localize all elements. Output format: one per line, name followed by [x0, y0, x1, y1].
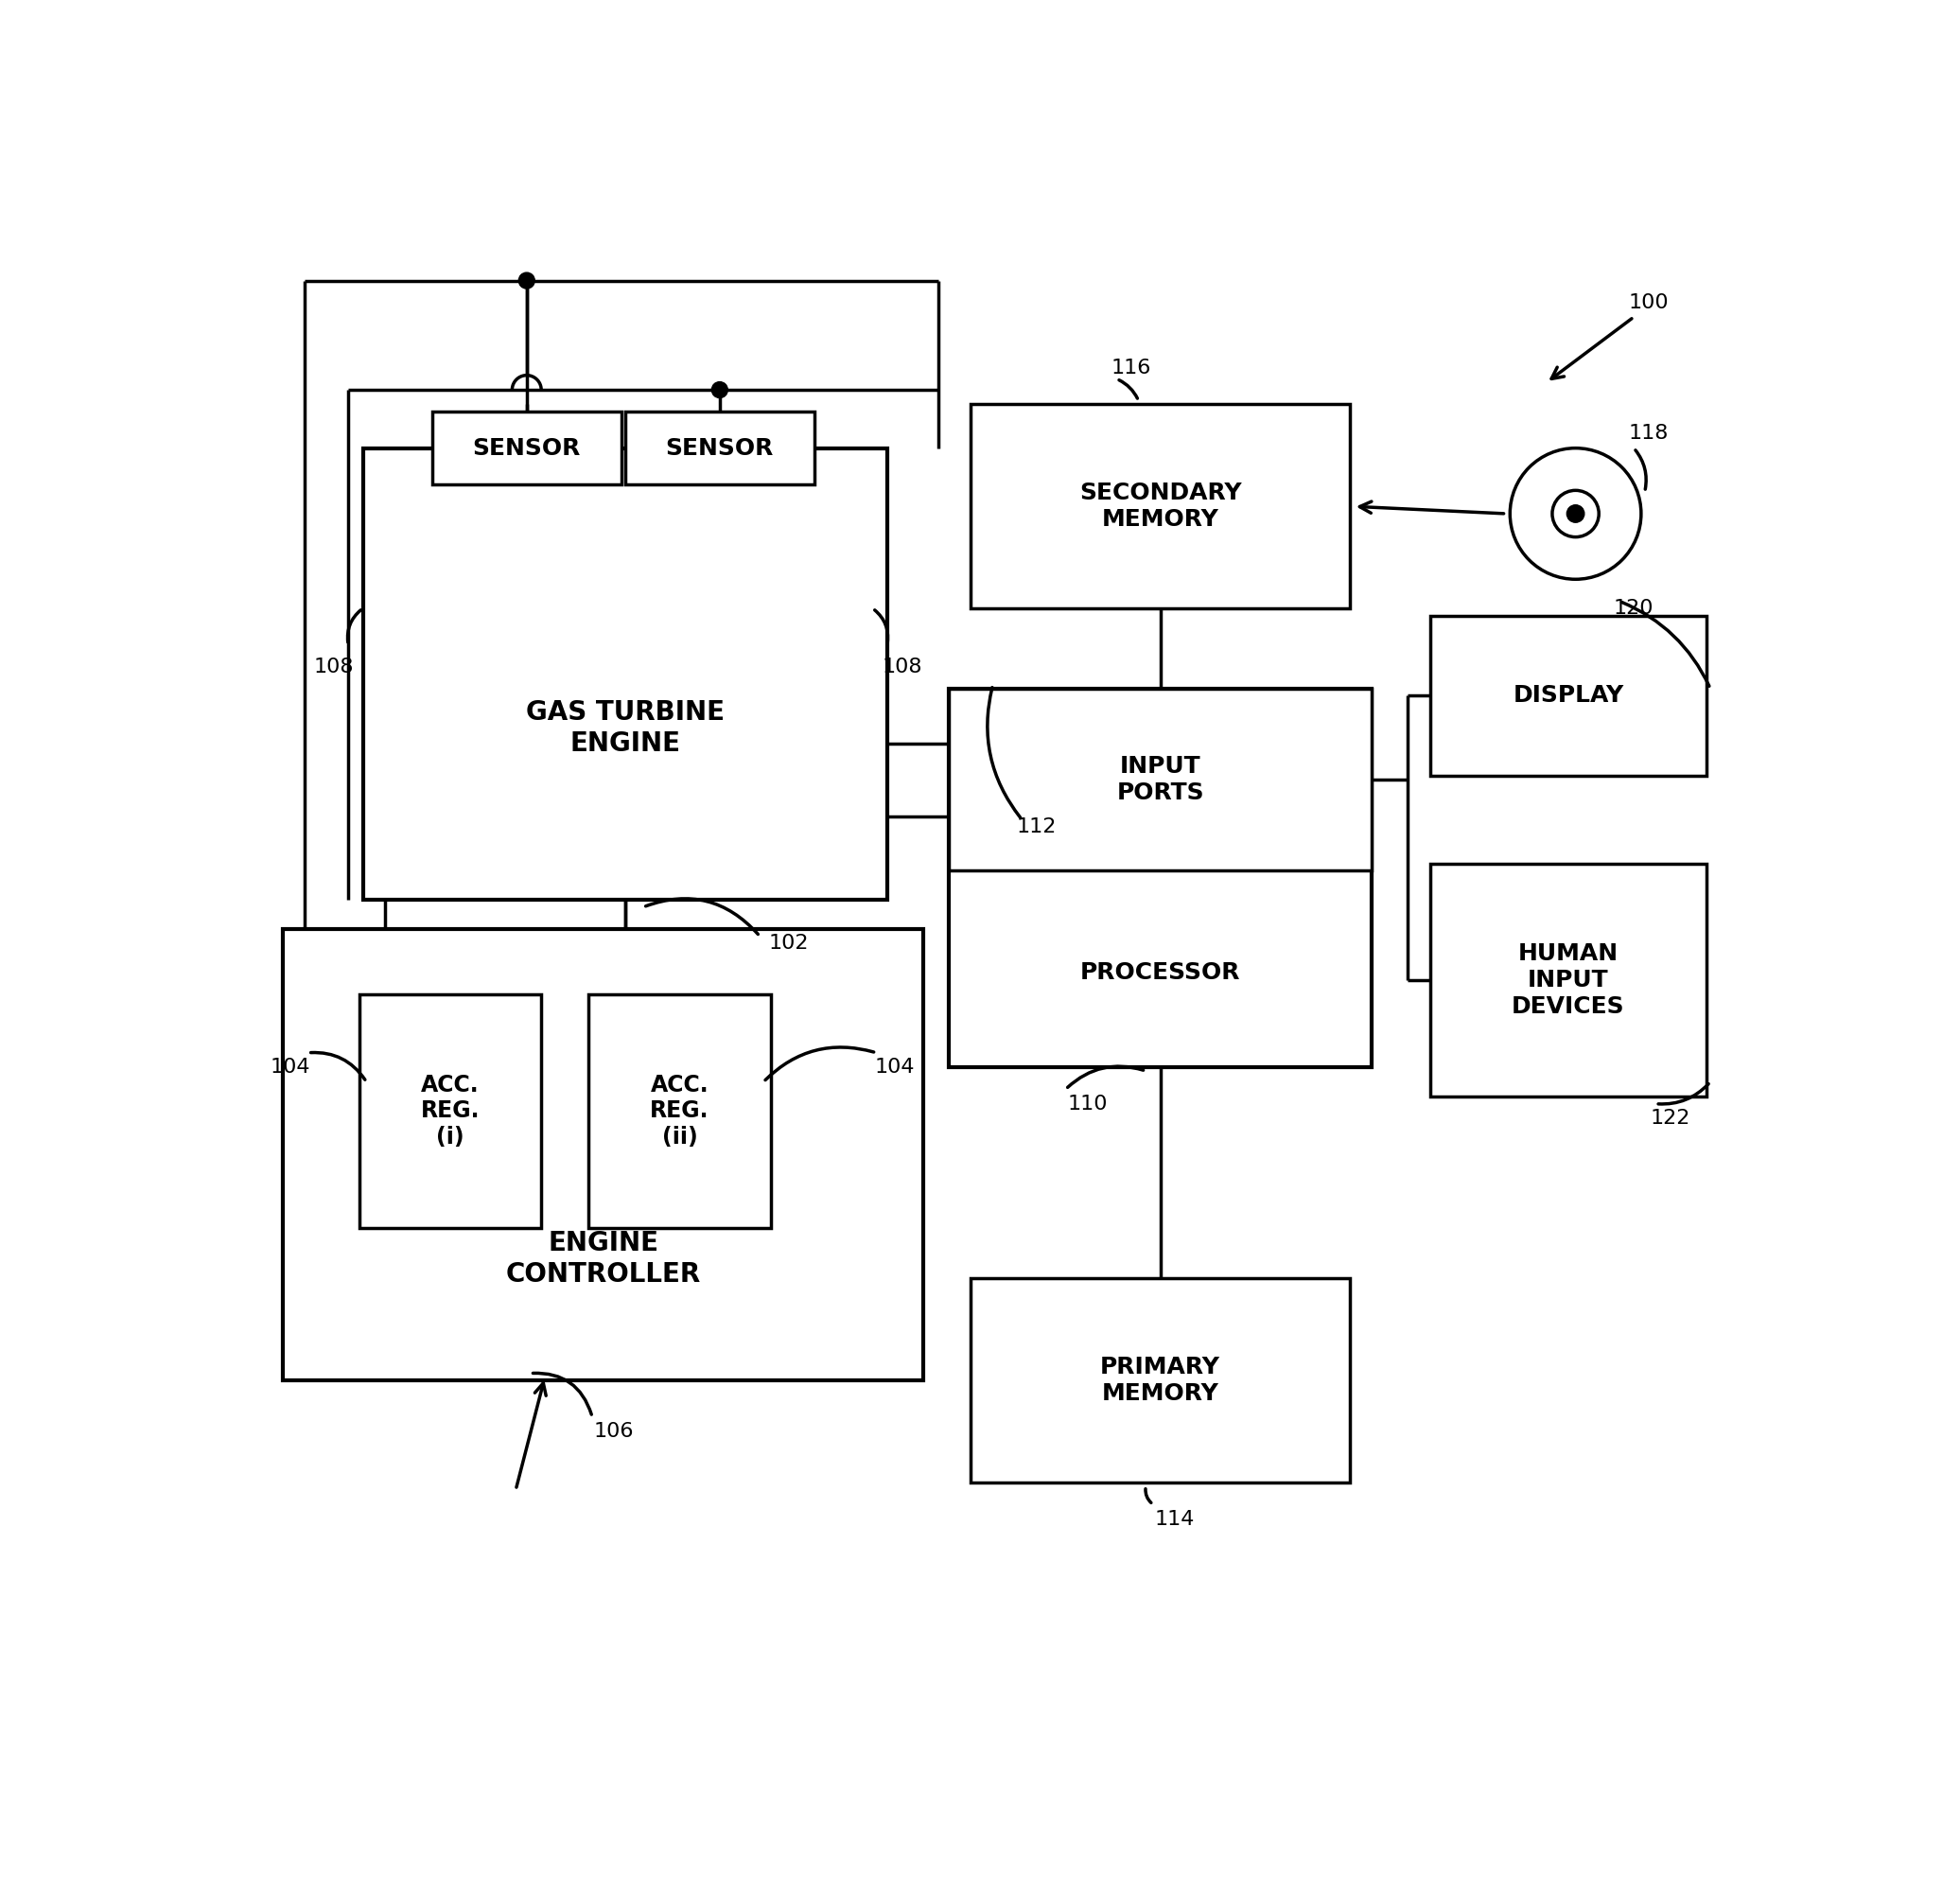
Text: PROCESSOR: PROCESSOR	[1080, 961, 1241, 984]
Bar	[359, 995, 541, 1228]
Text: 104: 104	[874, 1057, 915, 1076]
Text: GAS TURBINE
ENGINE: GAS TURBINE ENGINE	[525, 699, 725, 756]
Text: INPUT
PORTS: INPUT PORTS	[1117, 754, 1203, 803]
Text: 102: 102	[768, 934, 809, 953]
Bar	[970, 404, 1350, 608]
Text: 118: 118	[1629, 424, 1668, 443]
Text: SECONDARY
MEMORY: SECONDARY MEMORY	[1080, 481, 1241, 531]
Bar	[363, 447, 888, 900]
Circle shape	[711, 381, 727, 398]
Text: 100: 100	[1629, 294, 1668, 313]
Text: 110: 110	[1068, 1093, 1107, 1112]
Bar	[1431, 616, 1707, 775]
Text: 116: 116	[1111, 358, 1151, 377]
Circle shape	[1566, 504, 1584, 523]
Text: HUMAN
INPUT
DEVICES: HUMAN INPUT DEVICES	[1511, 942, 1625, 1018]
Text: 112: 112	[1017, 817, 1056, 836]
Text: SENSOR: SENSOR	[666, 436, 774, 459]
Text: 114: 114	[1154, 1510, 1196, 1529]
Text: DISPLAY: DISPLAY	[1513, 684, 1623, 707]
Bar	[431, 411, 621, 485]
Circle shape	[519, 273, 535, 288]
Bar	[588, 995, 770, 1228]
Text: 120: 120	[1613, 599, 1654, 618]
Text: 106: 106	[594, 1421, 635, 1440]
Bar	[1431, 864, 1707, 1097]
Bar	[282, 929, 923, 1381]
Text: 108: 108	[314, 658, 353, 677]
Text: ENGINE
CONTROLLER: ENGINE CONTROLLER	[506, 1230, 702, 1287]
Bar	[970, 1279, 1350, 1482]
Text: 122: 122	[1650, 1109, 1690, 1128]
Bar	[949, 688, 1372, 870]
Text: 104: 104	[270, 1057, 310, 1076]
Bar	[949, 688, 1372, 1067]
Text: 108: 108	[882, 658, 921, 677]
Text: ACC.
REG.
(i): ACC. REG. (i)	[421, 1073, 480, 1148]
Text: PRIMARY
MEMORY: PRIMARY MEMORY	[1100, 1357, 1221, 1404]
Bar	[625, 411, 815, 485]
Text: SENSOR: SENSOR	[472, 436, 580, 459]
Text: ACC.
REG.
(ii): ACC. REG. (ii)	[651, 1073, 710, 1148]
